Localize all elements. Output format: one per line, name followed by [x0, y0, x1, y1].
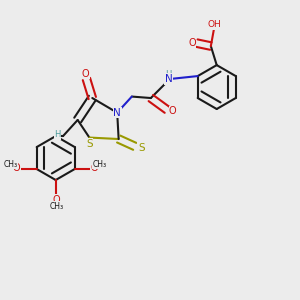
- Text: O: O: [13, 163, 21, 173]
- Text: O: O: [169, 106, 177, 116]
- Text: N: N: [113, 108, 121, 118]
- Text: O: O: [188, 38, 196, 48]
- Text: CH₃: CH₃: [93, 160, 107, 169]
- Text: OH: OH: [208, 20, 221, 29]
- Text: O: O: [82, 69, 89, 79]
- Text: H: H: [165, 70, 172, 79]
- Text: CH₃: CH₃: [3, 160, 17, 169]
- Text: S: S: [86, 139, 93, 149]
- Text: S: S: [138, 143, 145, 153]
- Text: O: O: [53, 195, 60, 205]
- Text: O: O: [90, 163, 98, 173]
- Text: H: H: [54, 130, 60, 139]
- Text: CH₃: CH₃: [50, 202, 64, 211]
- Text: N: N: [164, 74, 172, 84]
